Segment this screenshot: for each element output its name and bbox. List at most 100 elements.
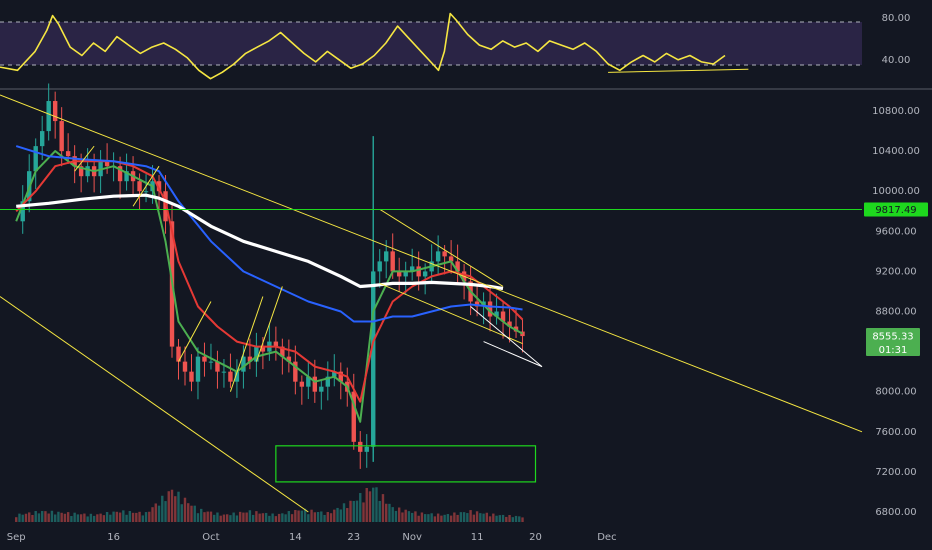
volume-bar [102,515,106,522]
date-tick-label: 14 [289,532,302,543]
volume-bar [277,513,281,522]
candle-body [351,391,356,442]
volume-bar [24,513,28,522]
volume-bar [229,515,232,522]
candle-body [202,356,207,362]
volume-bar [209,511,213,522]
volume-bar [346,508,349,522]
candle-body [500,311,506,322]
volume-bar [485,512,489,522]
volume-bar [99,513,102,522]
trend-line [229,296,264,392]
price-pane[interactable] [0,83,863,522]
rsi-axis: 80.00 40.00 [882,13,911,66]
volume-bar [303,508,307,522]
volume-bar [459,512,463,522]
volume-bar [521,517,524,522]
volume-bar [170,489,174,522]
volume-bar [167,491,170,522]
volume-bar [174,496,177,522]
candle-body [293,361,298,382]
volume-bar [297,510,300,522]
volume-bar [144,512,148,522]
candle-body [455,261,460,272]
candle-body [403,271,408,277]
last-price-badge-background [866,328,920,357]
volume-bar [359,493,362,522]
volume-bar [196,513,200,522]
volume-bar [320,511,323,522]
volume-bar [57,511,60,522]
candle-body [306,376,311,387]
volume-bar [394,510,398,522]
volume-bar [96,514,99,522]
volume-bar [21,514,24,522]
volume-bar [31,514,34,522]
volume-bar [92,515,96,522]
volume-bar [248,510,252,522]
volume-bar [492,513,495,522]
trend-line [379,208,504,287]
date-axis[interactable]: Sep 16 Oct 14 23 Nov 11 20 Dec [7,532,617,543]
volume-bar [70,516,73,522]
candle-body [52,101,58,122]
volume-bar [200,508,203,522]
volume-bar [109,514,112,522]
volume-bar [242,512,245,522]
volume-bar [388,503,391,522]
volume-bar [414,511,417,522]
volume-bar [76,514,80,522]
volume-bar [385,503,388,522]
trend-line [74,145,95,172]
volume-bar [232,512,235,522]
candle-body [409,266,415,272]
rsi-tick-label: 80.00 [882,13,911,24]
price-tick-label: 6800.00 [875,507,916,518]
volume-bar [264,512,268,522]
candle-body [358,441,363,452]
rsi-trend-line [608,68,749,73]
date-tick-label: Sep [7,532,26,543]
candle-body [448,256,454,262]
volume-bar [488,516,492,522]
volume-bar [141,515,145,522]
candle-body [474,301,480,307]
candle-body [377,261,382,272]
moving-average-lines [15,145,524,423]
volume-bar [495,515,498,522]
volume-bar [427,514,430,522]
volume-bar [222,514,226,522]
candle-body [254,346,259,362]
trend-line [470,306,543,368]
volume-bar [479,513,482,522]
candle-body [260,346,266,352]
volume-bar [255,511,258,522]
volume-bar [466,513,469,522]
candle-body [104,161,110,167]
moving-average-line [16,193,504,291]
volume-bar [518,516,521,522]
volume-bars [15,487,524,522]
candle-body [189,371,194,382]
volume-bar [128,511,132,522]
volume-bar [443,514,446,522]
volume-bar [323,514,326,522]
volume-bar [372,487,375,522]
candle-body [390,251,395,272]
volume-bar [135,512,138,522]
price-candles [20,83,525,469]
candle-body [124,171,129,182]
volume-bar [161,495,164,522]
candle-body [137,181,142,192]
volume-bar [18,513,21,522]
support-zone-box[interactable] [275,445,537,483]
rsi-tick-label: 40.00 [882,55,911,66]
volume-bar [430,513,433,522]
volume-bar [115,511,119,522]
volume-bar [28,512,31,522]
rsi-band-fill [0,22,862,65]
volume-bar [66,512,70,522]
rsi-pane[interactable]: 80.00 40.00 [0,12,911,80]
volume-bar [294,509,297,522]
